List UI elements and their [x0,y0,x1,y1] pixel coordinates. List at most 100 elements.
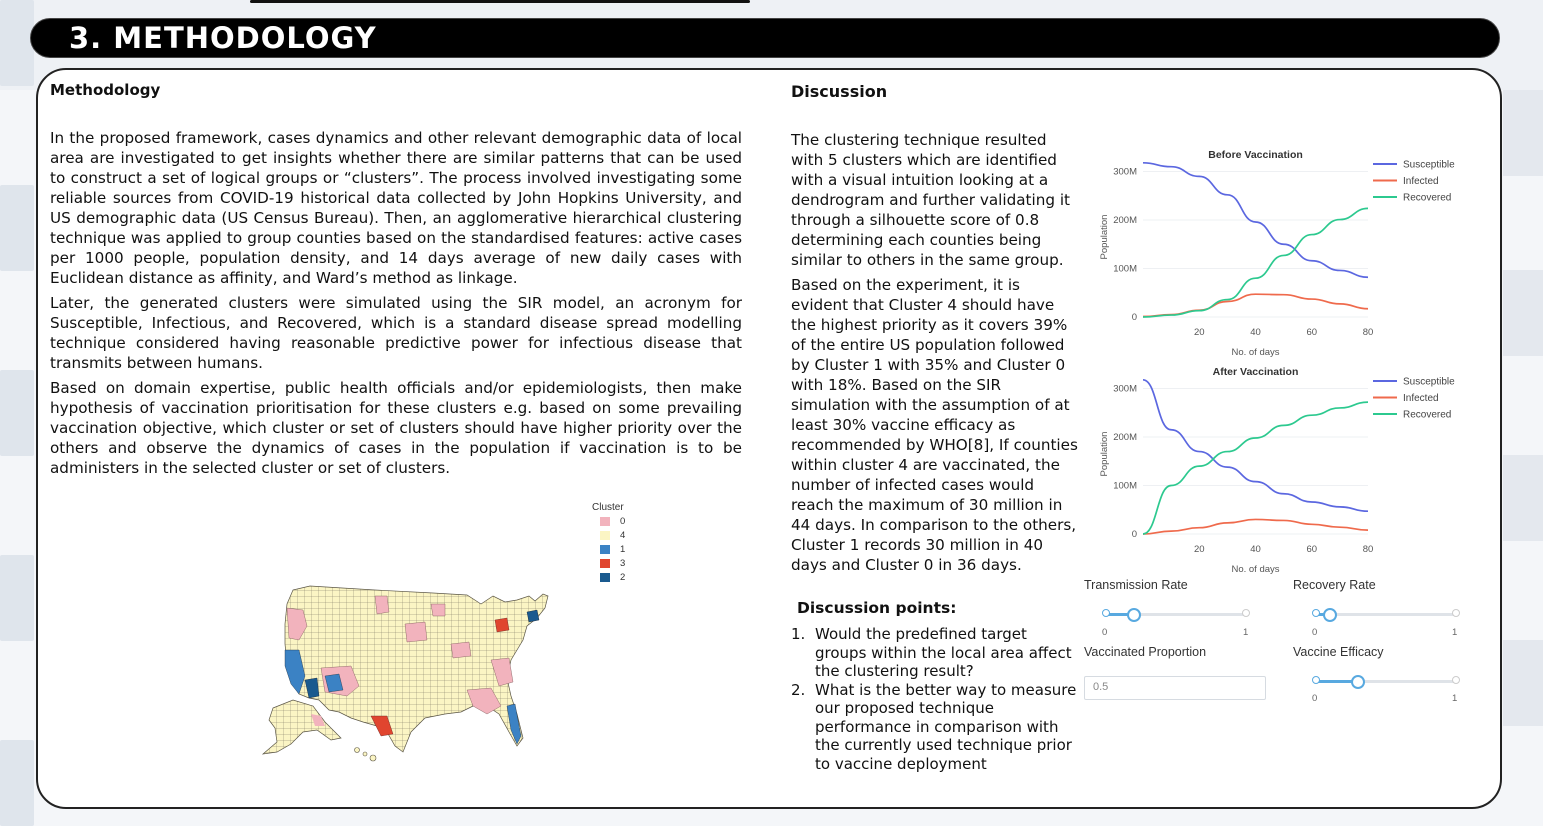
recovery-rate-slider[interactable] [1312,605,1460,625]
y-tick-label: 300M [1113,167,1137,178]
vaccine-efficacy-label: Vaccine Efficacy [1293,645,1384,659]
slider-thumb[interactable] [1351,675,1365,689]
map-legend-item[interactable]: 4 [600,530,625,541]
slider-end [1312,676,1320,684]
before-vaccination-chart[interactable]: Before Vaccination 0 100M 200M 300M 20 40 60 80 N… [1095,143,1475,363]
methodology-paragraph: Based on domain expertise, public health… [50,379,742,477]
y-tick-label: 100M [1113,264,1137,275]
x-tick-label: 60 [1306,544,1317,555]
section-header: 3. METHODOLOGY [30,18,1500,58]
chart-svg: After Vaccination 0 100M 200M 300M 20 40 60 80 No… [1099,366,1455,575]
legend-swatch [600,572,610,582]
discussion-points-title: Discussion points: [797,599,957,617]
methodology-body: In the proposed framework, cases dynamic… [50,128,742,483]
x-tick-label: 40 [1250,327,1261,338]
chart-title: After Vaccination [1213,366,1299,378]
vaccine-efficacy-slider[interactable] [1312,672,1460,692]
legend-label: 2 [620,572,626,583]
x-tick-label: 60 [1306,327,1317,338]
legend-label: Susceptible [1403,377,1455,388]
vaccine-efficacy-max: 1 [1452,693,1458,704]
series-line-susceptible [1142,378,1369,513]
transmission-rate-slider[interactable] [1102,605,1250,625]
background-thumbnail [1503,270,1543,356]
series-line-recovered [1142,401,1369,535]
background-thumbnail [0,185,34,271]
map-legend-item[interactable]: 1 [600,544,625,555]
legend-label: Recovered [1403,410,1451,421]
legend-swatch [600,544,610,554]
slider-track [1316,613,1456,616]
slider-end [1242,609,1250,617]
x-tick-label: 20 [1194,544,1205,555]
alaska-shape [261,699,342,755]
legend-label: 3 [620,558,626,569]
legend-swatch [600,530,610,540]
legend-swatch [600,516,610,526]
background-thumbnail [1503,640,1543,726]
y-tick-label: 0 [1132,312,1137,323]
x-tick-label: 40 [1250,544,1261,555]
legend-label: Recovered [1403,193,1451,204]
top-divider [250,0,750,3]
map-legend-item[interactable]: 0 [600,516,625,527]
transmission-rate-max: 1 [1243,627,1249,638]
us-cluster-map[interactable] [255,500,635,765]
methodology-paragraph: In the proposed framework, cases dynamic… [50,129,742,287]
y-tick-label: 300M [1113,384,1137,395]
map-legend-title: Cluster [592,502,624,513]
y-tick-label: 0 [1132,529,1137,540]
transmission-rate-min: 0 [1102,627,1108,638]
legend-label: 4 [620,530,626,541]
legend-swatch [600,558,610,568]
x-tick-label: 80 [1363,544,1374,555]
us-map-svg [261,585,549,762]
slider-thumb[interactable] [1323,608,1337,622]
map-legend-item[interactable]: 2 [600,572,625,583]
discussion-point-number: 2. [791,680,806,699]
after-vaccination-chart[interactable]: After Vaccination 0 100M 200M 300M 20 40 60 80 No… [1095,360,1475,580]
x-axis-label: No. of days [1231,564,1279,575]
background-thumbnail [0,370,34,456]
discussion-paragraph: Based on the experiment, it is evident t… [791,276,1078,574]
background-thumbnail [0,740,34,826]
slider-fill [1316,680,1358,683]
vaccinated-proportion-input[interactable]: 0.5 [1084,676,1266,700]
chart-svg: Before Vaccination 0 100M 200M 300M 20 40 60 80 N… [1099,149,1455,358]
methodology-heading: Methodology [50,81,161,99]
series-line-susceptible [1142,161,1369,279]
x-axis-label: No. of days [1231,347,1279,358]
discussion-paragraph: The clustering technique resulted with 5… [791,131,1071,269]
transmission-rate-label: Transmission Rate [1084,578,1188,592]
background-thumbnail [0,0,34,86]
slider-track [1316,680,1456,683]
legend-label: 0 [620,516,626,527]
us-mainland-shape [284,585,549,753]
discussion-heading: Discussion [791,82,888,101]
discussion-point-number: 1. [791,625,806,643]
discussion-points-list: 1. Would the predefined target groups wi… [791,625,1081,773]
series-line-infected [1142,518,1369,535]
x-tick-label: 80 [1363,327,1374,338]
chart-title: Before Vaccination [1208,149,1303,161]
series-line-infected [1142,293,1369,318]
section-title: 3. METHODOLOGY [69,21,377,55]
map-legend-item[interactable]: 3 [600,558,625,569]
y-axis-label: Population [1099,432,1110,477]
x-tick-label: 20 [1194,327,1205,338]
slider-thumb[interactable] [1127,608,1141,622]
discussion-point: 2. What is the better way to measure our… [791,681,1081,774]
discussion-point: 1. Would the predefined target groups wi… [791,625,1081,681]
slider-fill [1106,613,1134,616]
slider-end [1452,609,1460,617]
slider-end [1102,609,1110,617]
recovery-rate-label: Recovery Rate [1293,578,1376,592]
legend-label: Infected [1403,176,1439,187]
recovery-rate-min: 0 [1312,627,1318,638]
slider-end [1312,609,1320,617]
vaccine-efficacy-min: 0 [1312,693,1318,704]
legend-label: Infected [1403,393,1439,404]
legend-label: 1 [620,544,626,555]
background-thumbnail [1503,455,1543,541]
discussion-point-text: Would the predefined target groups withi… [815,625,1072,680]
